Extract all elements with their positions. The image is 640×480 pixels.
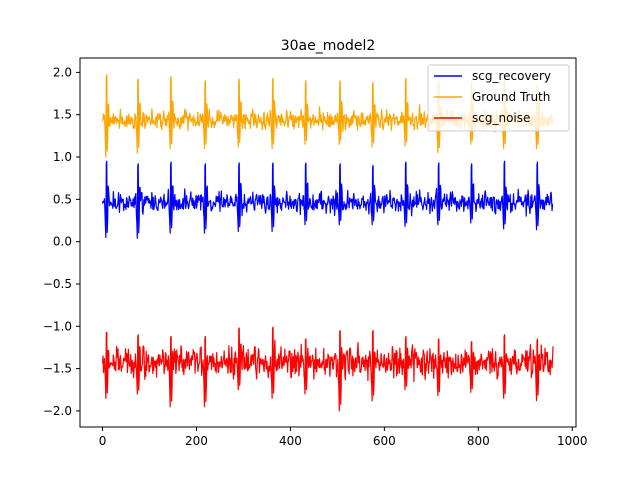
y-tick-label: 2.0: [53, 65, 72, 79]
y-tick-label: 0.0: [53, 235, 72, 249]
y-tick-label: −1.5: [43, 362, 72, 376]
y-tick-label: −0.5: [43, 277, 72, 291]
x-tick-label: 800: [467, 434, 490, 448]
legend-label: scg_noise: [472, 111, 530, 125]
y-tick-label: 0.5: [53, 192, 72, 206]
x-tick-label: 600: [373, 434, 396, 448]
y-tick-label: 1.0: [53, 150, 72, 164]
legend: scg_recovery Ground Truth scg_noise: [428, 65, 569, 131]
y-tick-label: −1.0: [43, 319, 72, 333]
x-tick-label: 200: [185, 434, 208, 448]
x-tick-label: 0: [99, 434, 107, 448]
chart-title: 30ae_model2: [281, 38, 376, 54]
legend-label: Ground Truth: [472, 90, 550, 104]
y-tick-label: −2.0: [43, 404, 72, 418]
x-tick-label: 1000: [557, 434, 588, 448]
legend-label: scg_recovery: [472, 69, 551, 83]
x-tick-label: 400: [279, 434, 302, 448]
y-tick-label: 1.5: [53, 108, 72, 122]
